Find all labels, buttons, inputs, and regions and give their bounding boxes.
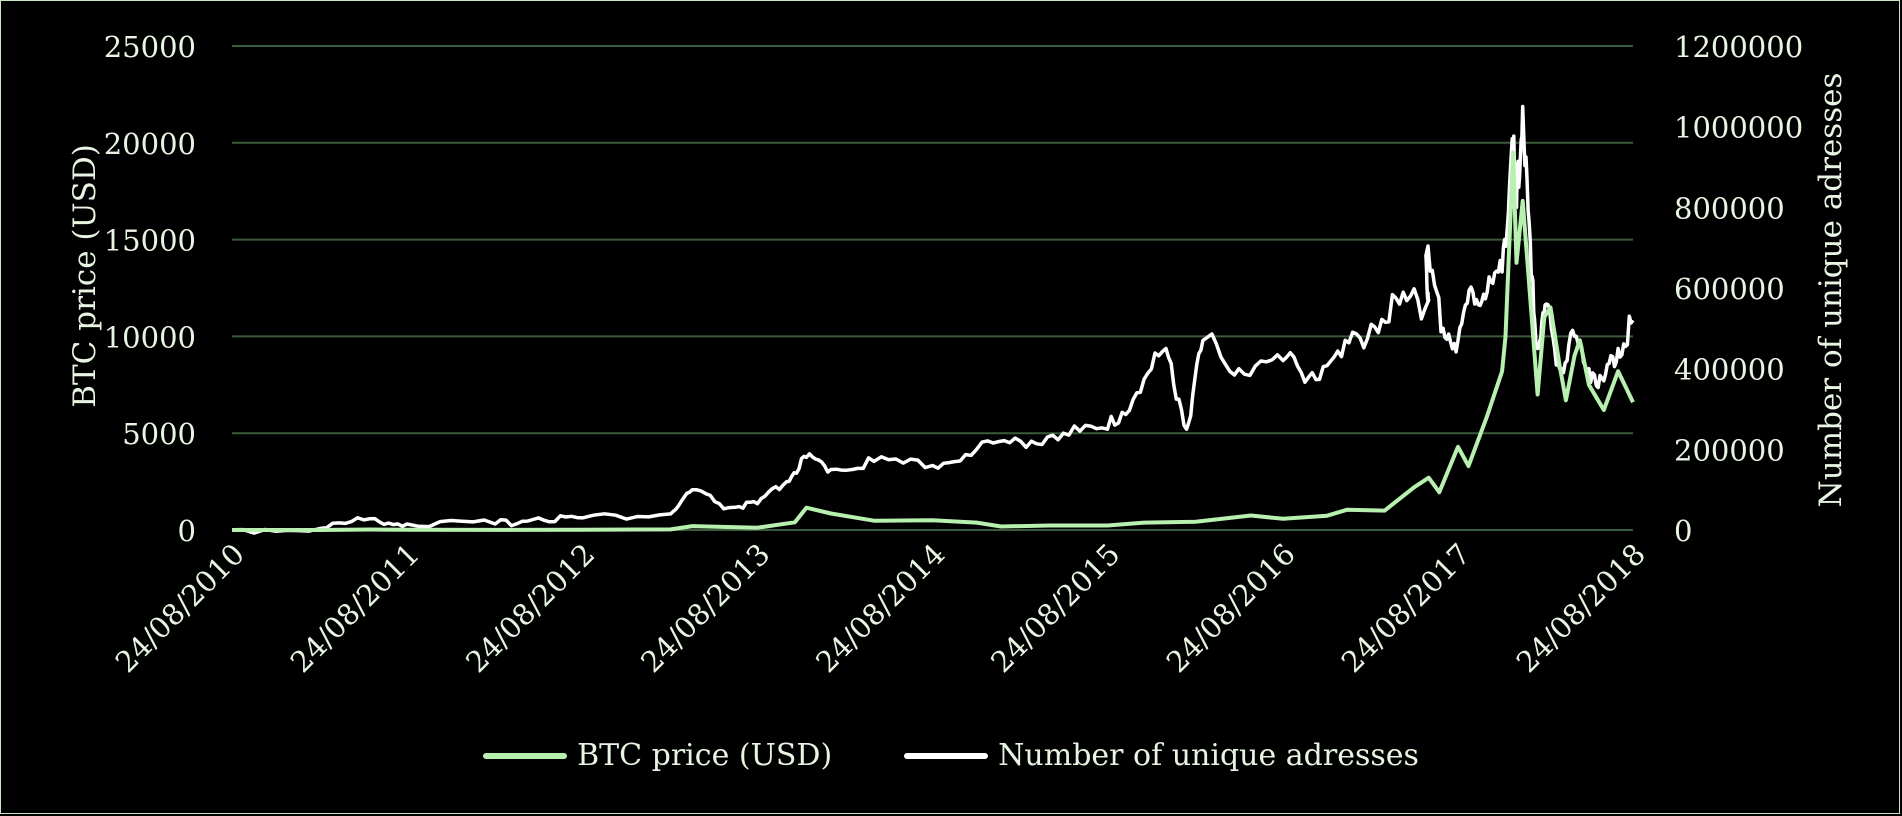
y-left-tick-label: 5000: [122, 417, 196, 451]
y-left-tick-label: 20000: [104, 127, 196, 161]
x-tick-label: 24/08/2016: [1160, 537, 1302, 679]
x-tick-label: 24/08/2017: [1335, 537, 1477, 679]
axes: 0 5000 10000 15000 20000 25000 0 200000 400000 60…: [104, 30, 1803, 679]
y-left-tick-label: 10000: [104, 320, 196, 354]
y-right-tick-label: 200000: [1674, 433, 1785, 467]
y-right-tick-label: 800000: [1674, 191, 1785, 225]
legend-swatch-price: [483, 752, 568, 759]
series-line-unique-addresses: [231, 104, 1635, 535]
legend-label-addresses: Number of unique adresses: [998, 738, 1419, 773]
y-right-tick-label: 1000000: [1674, 111, 1803, 145]
y-left-tick-label: 0: [178, 514, 196, 548]
y-right-tick-label: 1200000: [1674, 30, 1803, 64]
x-tick-label: 24/08/2015: [984, 537, 1126, 679]
x-tick-label: 24/08/2011: [284, 537, 426, 679]
x-tick-label: 24/08/2010: [109, 537, 251, 679]
y-left-tick-label: 25000: [104, 30, 196, 64]
legend-label-price: BTC price (USD): [577, 738, 833, 773]
series-lines: [231, 104, 1635, 535]
y-right-tick-label: 600000: [1674, 272, 1785, 306]
legend-swatch-addresses: [904, 752, 989, 759]
y-axis-left-label: BTC price (USD): [67, 144, 103, 408]
legend: BTC price (USD) Number of unique adresse…: [0, 738, 1902, 773]
series-line-btc-price: [232, 150, 1635, 532]
y-right-tick-label: 400000: [1674, 353, 1785, 387]
x-tick-label: 24/08/2018: [1510, 537, 1652, 679]
x-tick-label: 24/08/2014: [809, 537, 951, 679]
legend-item-price: BTC price (USD): [483, 738, 832, 773]
y-left-tick-label: 15000: [104, 224, 196, 258]
x-tick-label: 24/08/2013: [634, 537, 776, 679]
y-axis-right-label: Number of unique adresses: [1813, 73, 1849, 508]
gridlines: [232, 45, 1633, 531]
x-tick-label: 24/08/2012: [459, 537, 601, 679]
y-right-tick-label: 0: [1674, 514, 1692, 548]
legend-item-addresses: Number of unique adresses: [904, 738, 1419, 773]
